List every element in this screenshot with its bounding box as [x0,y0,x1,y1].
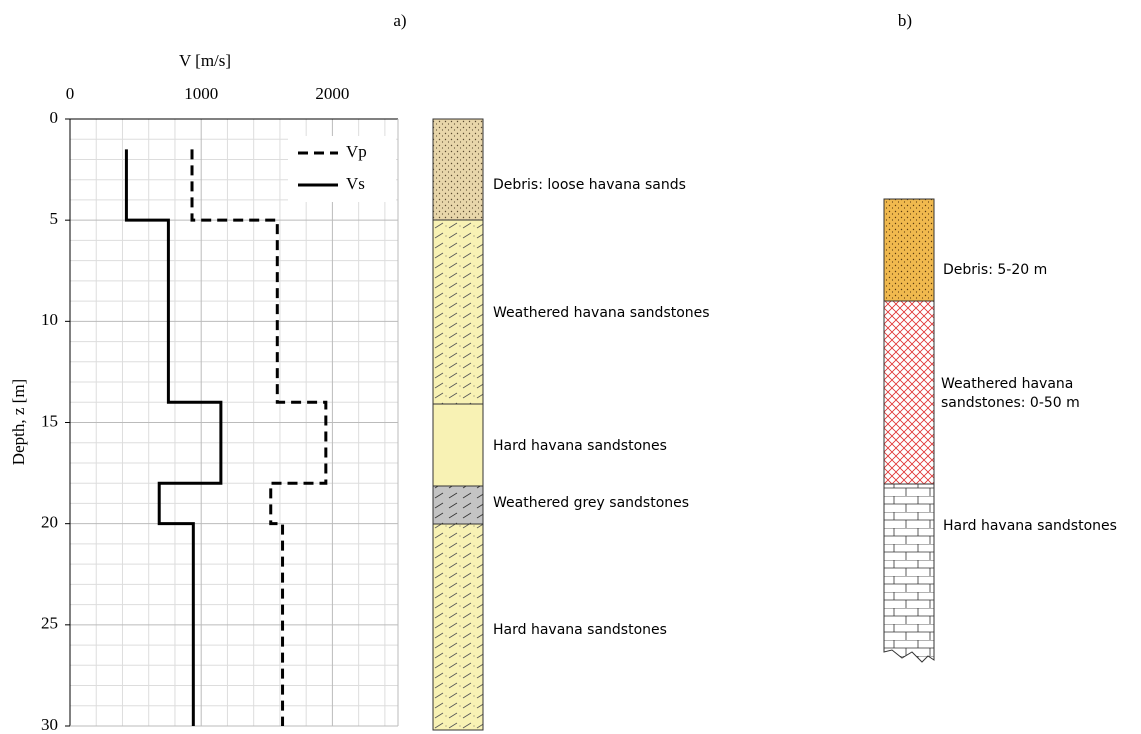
series-line [190,149,328,726]
y-tick-label: 25 [41,614,58,633]
series-line [124,149,223,726]
layer [883,300,935,485]
legend-label: Vp [346,142,367,161]
layer [432,403,484,487]
x-axis-label: V [m/s] [179,51,231,70]
y-tick-label: 15 [41,411,58,430]
y-tick-label: 0 [50,108,59,127]
layer-label: Weathered grey sandstones [493,495,689,511]
layer [883,198,935,302]
x-tick-label: 0 [66,84,75,103]
panel-label: b) [898,11,912,30]
panel-label: a) [393,11,406,30]
legend-label: Vs [346,174,365,193]
column-a [432,118,484,731]
layer [432,118,484,221]
y-axis-label: Depth, z [m] [9,379,28,465]
legend-box [288,136,396,202]
layer-label: Debris: 5-20 m [943,262,1047,278]
x-tick-label: 2000 [315,84,349,103]
column-b [883,198,935,663]
layer [432,219,484,405]
layer-label: Hard havana sandstones [943,518,1117,534]
layer-label: Weathered havana sandstones: 0-50 m [941,376,1080,411]
plot: 0 1000 2000 0 5 10 15 20 25 30 Vp Vs [41,84,399,734]
layer-label: Debris: loose havana sands [493,177,686,193]
layer [883,483,935,663]
x-tick-label: 1000 [184,84,218,103]
y-tick-label: 20 [41,513,58,532]
layer-label: Weathered havana sandstones [493,305,710,321]
y-tick-label: 5 [50,209,59,228]
layer-label: Hard havana sandstones [493,438,667,454]
layer [432,523,484,731]
y-tick-label: 30 [41,715,58,734]
layer-label-box: Weathered havana sandstones: 0-50 m [941,376,1080,411]
layer-label: Hard havana sandstones [493,622,667,638]
layer [432,485,484,525]
y-tick-label: 10 [41,310,58,329]
